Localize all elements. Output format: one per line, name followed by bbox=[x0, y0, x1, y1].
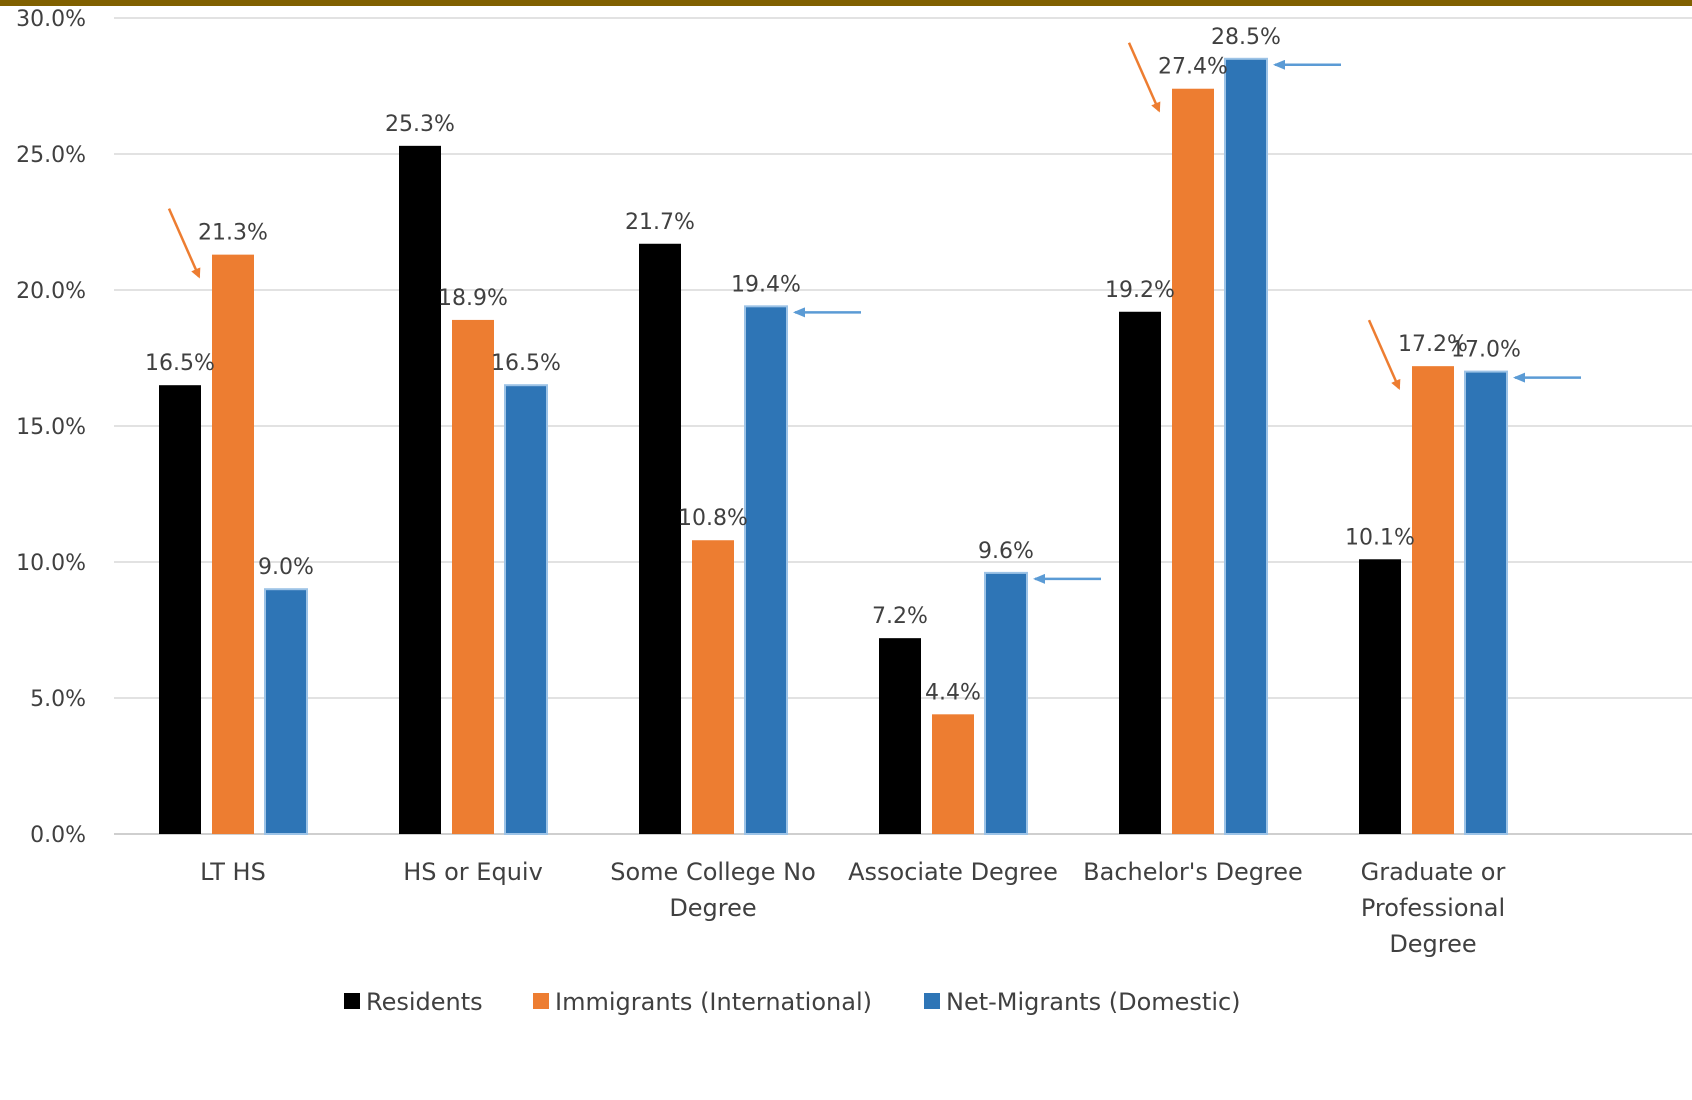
data-label: 16.5% bbox=[145, 351, 215, 376]
bar bbox=[1464, 370, 1508, 835]
data-label: 21.7% bbox=[625, 210, 695, 235]
category-label: Graduate or bbox=[1361, 858, 1506, 886]
bar bbox=[1172, 88, 1214, 835]
annotation-arrows bbox=[167, 42, 1581, 584]
x-axis-category-labels: LT HS HS or Equiv Some College No Degree Ass… bbox=[200, 858, 1505, 958]
data-label: 9.6% bbox=[978, 539, 1034, 564]
data-label: 25.3% bbox=[385, 112, 455, 137]
annotation-arrow bbox=[1127, 42, 1161, 113]
data-label: 17.2% bbox=[1398, 332, 1468, 357]
y-tick-label: 5.0% bbox=[30, 687, 86, 712]
category-label: Associate Degree bbox=[848, 858, 1058, 886]
y-tick-label: 25.0% bbox=[16, 143, 86, 168]
bar bbox=[159, 385, 201, 834]
category-label: Degree bbox=[1389, 930, 1476, 958]
data-label: 18.9% bbox=[438, 286, 508, 311]
y-tick-label: 15.0% bbox=[16, 415, 86, 440]
category-label: Professional bbox=[1361, 894, 1505, 922]
y-tick-label: 30.0% bbox=[16, 7, 86, 32]
data-label: 10.1% bbox=[1345, 525, 1415, 550]
annotation-arrow bbox=[167, 208, 201, 279]
bar bbox=[692, 540, 734, 834]
y-axis-tick-labels: 0.0% 5.0% 10.0% 15.0% 20.0% 25.0% 30.0% bbox=[16, 7, 86, 848]
data-label: 27.4% bbox=[1158, 55, 1228, 80]
legend-label: Net-Migrants (Domestic) bbox=[946, 988, 1241, 1016]
bar bbox=[932, 714, 974, 834]
bar bbox=[212, 254, 254, 834]
y-tick-label: 20.0% bbox=[16, 279, 86, 304]
data-label: 19.4% bbox=[731, 272, 801, 297]
annotation-arrow bbox=[1367, 319, 1401, 390]
data-label: 7.2% bbox=[872, 604, 928, 629]
bars bbox=[159, 57, 1508, 836]
category-label: HS or Equiv bbox=[403, 858, 543, 886]
bar bbox=[1412, 366, 1454, 834]
data-label: 4.4% bbox=[925, 680, 981, 705]
bar bbox=[1119, 311, 1161, 834]
bar bbox=[399, 145, 441, 835]
data-label: 10.8% bbox=[678, 506, 748, 531]
legend-swatch bbox=[344, 993, 360, 1009]
legend-label: Residents bbox=[366, 988, 483, 1016]
data-label: 17.0% bbox=[1451, 338, 1521, 363]
legend-swatch bbox=[533, 993, 549, 1009]
bar bbox=[984, 571, 1028, 835]
y-tick-label: 0.0% bbox=[30, 823, 86, 848]
bar bbox=[1359, 559, 1401, 834]
data-label: 19.2% bbox=[1105, 278, 1175, 303]
data-label: 16.5% bbox=[491, 351, 561, 376]
category-label: Bachelor's Degree bbox=[1083, 858, 1303, 886]
bar bbox=[504, 384, 548, 835]
y-tick-label: 10.0% bbox=[16, 551, 86, 576]
category-label: LT HS bbox=[200, 858, 266, 886]
data-label: 28.5% bbox=[1211, 25, 1281, 50]
data-label: 21.3% bbox=[198, 221, 268, 246]
legend: Residents Immigrants (International) Net-M… bbox=[344, 988, 1241, 1016]
legend-label: Immigrants (International) bbox=[555, 988, 872, 1016]
category-label: Some College No bbox=[610, 858, 816, 886]
top-accent-bar bbox=[0, 0, 1692, 6]
category-label: Degree bbox=[669, 894, 756, 922]
bar bbox=[639, 243, 681, 834]
bar bbox=[264, 588, 308, 836]
bar bbox=[1224, 57, 1268, 836]
bar bbox=[452, 319, 494, 834]
bar bbox=[879, 638, 921, 834]
bar bbox=[744, 305, 788, 835]
legend-swatch bbox=[924, 993, 940, 1009]
data-label: 9.0% bbox=[258, 555, 314, 580]
data-labels: 16.5% 21.3% 9.0% 25.3% 18.9% 16.5% 21.7% 10.8% 1… bbox=[145, 25, 1521, 706]
